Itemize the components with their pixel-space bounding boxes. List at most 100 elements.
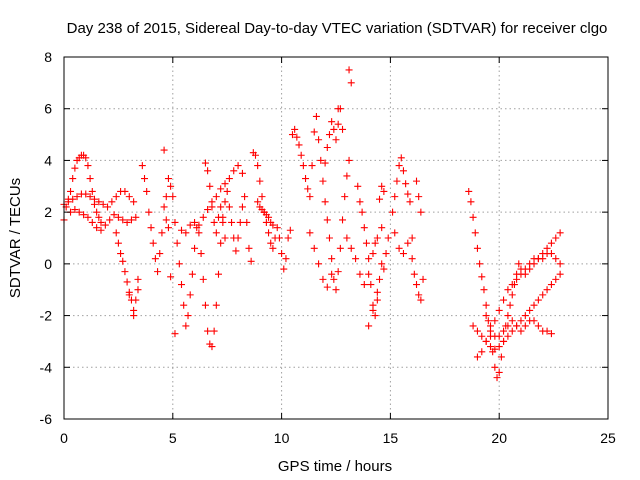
data-point	[478, 348, 486, 356]
data-point	[521, 312, 529, 320]
data-point	[121, 187, 129, 195]
data-point	[273, 224, 281, 232]
data-point	[191, 244, 199, 252]
data-point	[88, 187, 96, 195]
data-point	[154, 268, 162, 276]
data-point	[95, 213, 103, 221]
data-point	[504, 322, 512, 330]
data-point	[186, 221, 194, 229]
y-tick-label: -2	[40, 308, 53, 324]
data-point	[114, 239, 122, 247]
data-point	[225, 203, 233, 211]
data-point	[206, 182, 214, 190]
data-point	[178, 226, 186, 234]
data-point	[167, 273, 175, 281]
data-point	[526, 306, 534, 314]
data-point	[86, 175, 94, 183]
data-point	[552, 234, 560, 242]
data-point	[258, 193, 266, 201]
data-point	[486, 322, 494, 330]
data-point	[288, 131, 296, 139]
x-axis-label: GPS time / hours	[278, 458, 392, 475]
data-point	[547, 250, 555, 258]
data-point	[167, 182, 175, 190]
data-point	[325, 131, 333, 139]
data-point	[69, 175, 77, 183]
data-point	[482, 301, 490, 309]
data-point	[284, 234, 292, 242]
data-point	[208, 203, 216, 211]
data-point	[354, 182, 362, 190]
data-point	[465, 187, 473, 195]
data-point	[476, 260, 484, 268]
data-point	[141, 175, 149, 183]
data-point	[225, 175, 233, 183]
data-point	[491, 363, 499, 371]
data-point	[321, 159, 329, 167]
data-point	[310, 128, 318, 136]
data-point	[286, 226, 294, 234]
data-point	[160, 203, 168, 211]
data-point	[191, 218, 199, 226]
data-point	[495, 332, 503, 340]
data-point	[149, 239, 157, 247]
data-point	[217, 239, 225, 247]
data-point	[160, 146, 168, 154]
data-point	[112, 193, 120, 201]
data-point	[238, 203, 246, 211]
data-point	[297, 151, 305, 159]
data-point	[395, 162, 403, 170]
data-point	[534, 296, 542, 304]
data-point	[330, 125, 338, 133]
data-point	[234, 234, 242, 242]
data-point	[278, 250, 286, 258]
data-point	[169, 193, 177, 201]
data-point	[413, 281, 421, 289]
data-point	[500, 327, 508, 335]
data-point	[69, 195, 77, 203]
data-point	[171, 218, 179, 226]
y-axis-label: SDTVAR / TECUs	[7, 178, 24, 298]
data-point	[80, 211, 88, 219]
data-point	[391, 229, 399, 237]
data-point	[356, 198, 364, 206]
data-point	[97, 226, 105, 234]
data-point	[195, 229, 203, 237]
data-point	[556, 229, 564, 237]
data-point	[508, 291, 516, 299]
data-point	[234, 162, 242, 170]
data-point	[323, 283, 331, 291]
data-point	[162, 216, 170, 224]
y-tick-label: 0	[44, 256, 52, 272]
data-point	[236, 218, 244, 226]
data-point	[471, 229, 479, 237]
y-tick-label: 4	[44, 152, 52, 168]
data-point	[108, 198, 116, 206]
data-point	[556, 260, 564, 268]
data-point	[199, 213, 207, 221]
data-point	[336, 244, 344, 252]
data-point	[162, 193, 170, 201]
data-point	[251, 151, 259, 159]
data-point	[517, 270, 525, 278]
data-point	[130, 198, 138, 206]
data-point	[469, 322, 477, 330]
data-point	[415, 193, 423, 201]
data-point	[384, 234, 392, 242]
data-point	[408, 234, 416, 242]
data-point	[95, 198, 103, 206]
data-point	[408, 255, 416, 263]
data-point	[134, 275, 142, 283]
data-point	[328, 118, 336, 126]
data-point	[73, 193, 81, 201]
data-point	[397, 154, 405, 162]
data-point	[367, 281, 375, 289]
data-point	[319, 177, 327, 185]
data-point	[325, 234, 333, 242]
data-point	[119, 257, 127, 265]
data-point	[241, 193, 249, 201]
data-point	[495, 343, 503, 351]
data-point	[513, 322, 521, 330]
data-point	[302, 175, 310, 183]
